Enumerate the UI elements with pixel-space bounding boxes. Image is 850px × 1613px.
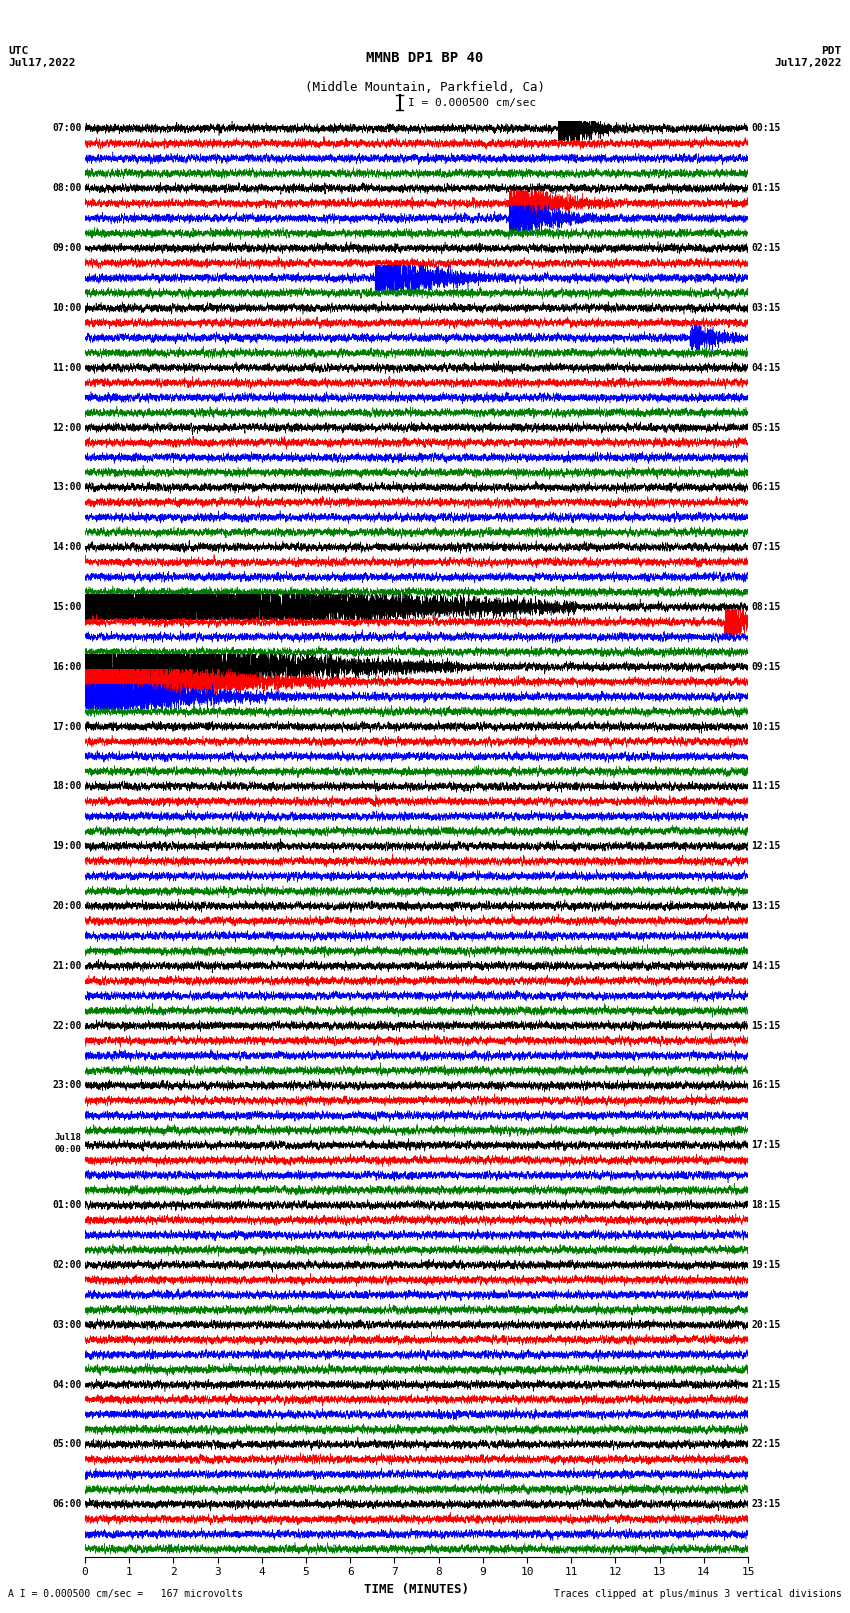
Text: A I = 0.000500 cm/sec =   167 microvolts: A I = 0.000500 cm/sec = 167 microvolts <box>8 1589 243 1598</box>
Text: UTC: UTC <box>8 47 29 56</box>
Text: 19:00: 19:00 <box>53 842 82 852</box>
Text: 06:15: 06:15 <box>751 482 780 492</box>
Text: 08:00: 08:00 <box>53 184 82 194</box>
Text: MMNB DP1 BP 40: MMNB DP1 BP 40 <box>366 50 484 65</box>
Text: 05:00: 05:00 <box>53 1439 82 1450</box>
Text: Jul17,2022: Jul17,2022 <box>8 58 76 68</box>
Text: 22:00: 22:00 <box>53 1021 82 1031</box>
Text: 09:15: 09:15 <box>751 661 780 671</box>
Text: 09:00: 09:00 <box>53 244 82 253</box>
Text: 03:00: 03:00 <box>53 1319 82 1329</box>
Text: 01:15: 01:15 <box>751 184 780 194</box>
Text: 11:00: 11:00 <box>53 363 82 373</box>
Text: 20:00: 20:00 <box>53 902 82 911</box>
Text: 06:00: 06:00 <box>53 1498 82 1510</box>
Text: Traces clipped at plus/minus 3 vertical divisions: Traces clipped at plus/minus 3 vertical … <box>553 1589 842 1598</box>
Text: 13:00: 13:00 <box>53 482 82 492</box>
Text: 01:00: 01:00 <box>53 1200 82 1210</box>
Text: 10:15: 10:15 <box>751 721 780 732</box>
Text: 17:00: 17:00 <box>53 721 82 732</box>
Text: 11:15: 11:15 <box>751 781 780 792</box>
Text: Jul18: Jul18 <box>54 1134 82 1142</box>
Text: 12:00: 12:00 <box>53 423 82 432</box>
Text: 20:15: 20:15 <box>751 1319 780 1329</box>
Text: 10:00: 10:00 <box>53 303 82 313</box>
Text: 23:15: 23:15 <box>751 1498 780 1510</box>
Text: 08:15: 08:15 <box>751 602 780 611</box>
Text: 13:15: 13:15 <box>751 902 780 911</box>
Text: 14:15: 14:15 <box>751 961 780 971</box>
Text: 00:15: 00:15 <box>751 124 780 134</box>
Text: 22:15: 22:15 <box>751 1439 780 1450</box>
Text: 18:15: 18:15 <box>751 1200 780 1210</box>
Text: 14:00: 14:00 <box>53 542 82 552</box>
Text: 07:15: 07:15 <box>751 542 780 552</box>
Text: 21:15: 21:15 <box>751 1379 780 1389</box>
Text: I = 0.000500 cm/sec: I = 0.000500 cm/sec <box>408 98 536 108</box>
Text: 23:00: 23:00 <box>53 1081 82 1090</box>
Text: 05:15: 05:15 <box>751 423 780 432</box>
Text: PDT: PDT <box>821 47 842 56</box>
Text: 15:00: 15:00 <box>53 602 82 611</box>
Text: 18:00: 18:00 <box>53 781 82 792</box>
Text: 17:15: 17:15 <box>751 1140 780 1150</box>
Text: 15:15: 15:15 <box>751 1021 780 1031</box>
Text: 03:15: 03:15 <box>751 303 780 313</box>
Text: 02:00: 02:00 <box>53 1260 82 1269</box>
Text: 04:15: 04:15 <box>751 363 780 373</box>
Text: 04:00: 04:00 <box>53 1379 82 1389</box>
X-axis label: TIME (MINUTES): TIME (MINUTES) <box>364 1582 469 1595</box>
Text: 00:00: 00:00 <box>54 1145 82 1155</box>
Text: 21:00: 21:00 <box>53 961 82 971</box>
Text: 16:00: 16:00 <box>53 661 82 671</box>
Text: 12:15: 12:15 <box>751 842 780 852</box>
Text: 07:00: 07:00 <box>53 124 82 134</box>
Text: 02:15: 02:15 <box>751 244 780 253</box>
Text: 19:15: 19:15 <box>751 1260 780 1269</box>
Text: 16:15: 16:15 <box>751 1081 780 1090</box>
Text: (Middle Mountain, Parkfield, Ca): (Middle Mountain, Parkfield, Ca) <box>305 81 545 94</box>
Text: Jul17,2022: Jul17,2022 <box>774 58 842 68</box>
